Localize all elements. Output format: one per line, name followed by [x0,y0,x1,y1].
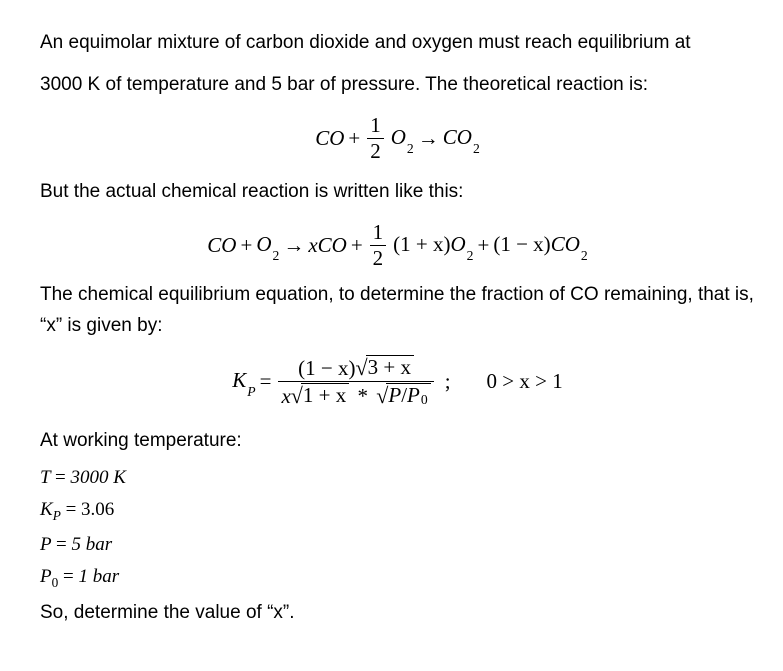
value-P0: P0 = 1 bar [40,566,755,591]
value-P: P = 5 bar [40,534,755,556]
eq2-half: 1 2 [370,221,387,270]
eq1-plus: + [348,126,360,151]
kp-num-rad: 3 + x [368,356,411,379]
Kp-base: K [40,499,53,520]
eq1-arrow: → [418,126,439,151]
kp-symbol: KP [232,368,255,396]
kp-num-sqrt: √3 + x [356,355,414,379]
eq2-e-sub: 2 [581,248,588,263]
eq2-d-base: O [451,232,466,256]
kp-condition: 0 > x > 1 [487,369,563,394]
eq2-o2: O2 [256,232,279,260]
given-values: At working temperature: T = 3000 K KP = … [40,426,755,590]
kp-den-sqrt2: √ P/P0 [376,383,430,407]
eq2-d-sub: 2 [467,248,474,263]
equation-kp: KP = (1 − x)√3 + x x√1 + x * √ P/P0 ; 0 … [40,355,755,408]
eq2-o2-base: O [256,232,271,256]
eq2-o2-sub: 2 [272,248,279,263]
problem-page: An equimolar mixture of carbon dioxide a… [0,0,783,671]
T-eq: = [55,467,66,488]
value-T: T = 3000 K [40,467,755,489]
value-Kp: KP = 3.06 [40,499,755,524]
T-rhs: 3000 K [70,467,125,488]
kp-den-P0: P [407,384,420,407]
eq2-half-den: 2 [370,245,387,270]
eq2-plus-1: + [240,233,252,258]
equation-theoretical: CO + 1 2 O2 → CO2 [40,114,755,163]
eq1-o2-base: O [391,125,406,149]
intro-line-4: The chemical equilibrium equation, to de… [40,280,755,341]
eq2-plus-3: + [478,233,490,258]
eq2-arrow: → [283,233,304,258]
eq1-half: 1 2 [367,114,384,163]
intro-line-2: 3000 K of temperature and 5 bar of press… [40,66,755,104]
kp-den-P: P [388,384,401,407]
kp-eq: = [260,369,272,394]
final-prompt: So, determine the value of “x”. [40,602,755,624]
eq2-plus-2: + [351,233,363,258]
eq1-half-num: 1 [367,114,384,138]
intro-line-3: But the actual chemical reaction is writ… [40,173,755,211]
eq1-o2: O2 [391,125,414,153]
kp-fraction: (1 − x)√3 + x x√1 + x * √ P/P0 [278,355,433,408]
P-rhs: 5 bar [71,534,112,555]
P0-rhs: 1 bar [78,566,119,587]
kp-num: (1 − x)√3 + x [295,355,417,381]
Kp-sub: P [53,508,61,523]
kp-den-rad1: 1 + x [303,384,346,407]
equation-actual: CO + O2 → xCO + 1 2 (1 + x)O2 + (1 − x)C… [40,221,755,270]
T-lhs: T [40,467,50,488]
kp-base: K [232,368,246,392]
P0-sub: 0 [52,574,59,589]
eq2-e-base: CO [551,232,580,256]
kp-sub: P [247,384,255,399]
kp-den-x: x [281,384,290,408]
eq2-term-o2: (1 + x)O2 [393,232,473,260]
at-temp-label: At working temperature: [40,426,755,456]
eq1-co2-sub: 2 [473,141,480,156]
eq2-e-pre: (1 − x) [493,232,550,256]
eq2-half-num: 1 [370,221,387,245]
Kp-eq: = [66,499,77,520]
intro-line-1: An equimolar mixture of carbon dioxide a… [40,24,755,62]
eq1-half-den: 2 [367,138,384,163]
kp-den-sqrt1: √1 + x [291,383,349,407]
kp-num-a: (1 − x) [298,356,355,380]
eq2-term-co2: (1 − x)CO2 [493,232,587,260]
eq2-d-pre: (1 + x) [393,232,450,256]
kp-den-P0-sub: 0 [421,392,428,407]
kp-semi: ; [445,369,451,394]
P-lhs: P [40,534,51,555]
eq2-xco: xCO [308,233,347,258]
P0-eq: = [63,566,74,587]
kp-star: * [358,384,369,408]
eq2-co: CO [207,233,236,258]
Kp-rhs: 3.06 [81,499,114,520]
kp-den: x√1 + x * √ P/P0 [278,381,433,408]
eq1-co2-base: CO [443,125,472,149]
eq1-co2: CO2 [443,125,480,153]
P-eq: = [56,534,67,555]
eq1-o2-sub: 2 [407,141,414,156]
eq1-co: CO [315,126,344,151]
P0-base: P [40,566,52,587]
